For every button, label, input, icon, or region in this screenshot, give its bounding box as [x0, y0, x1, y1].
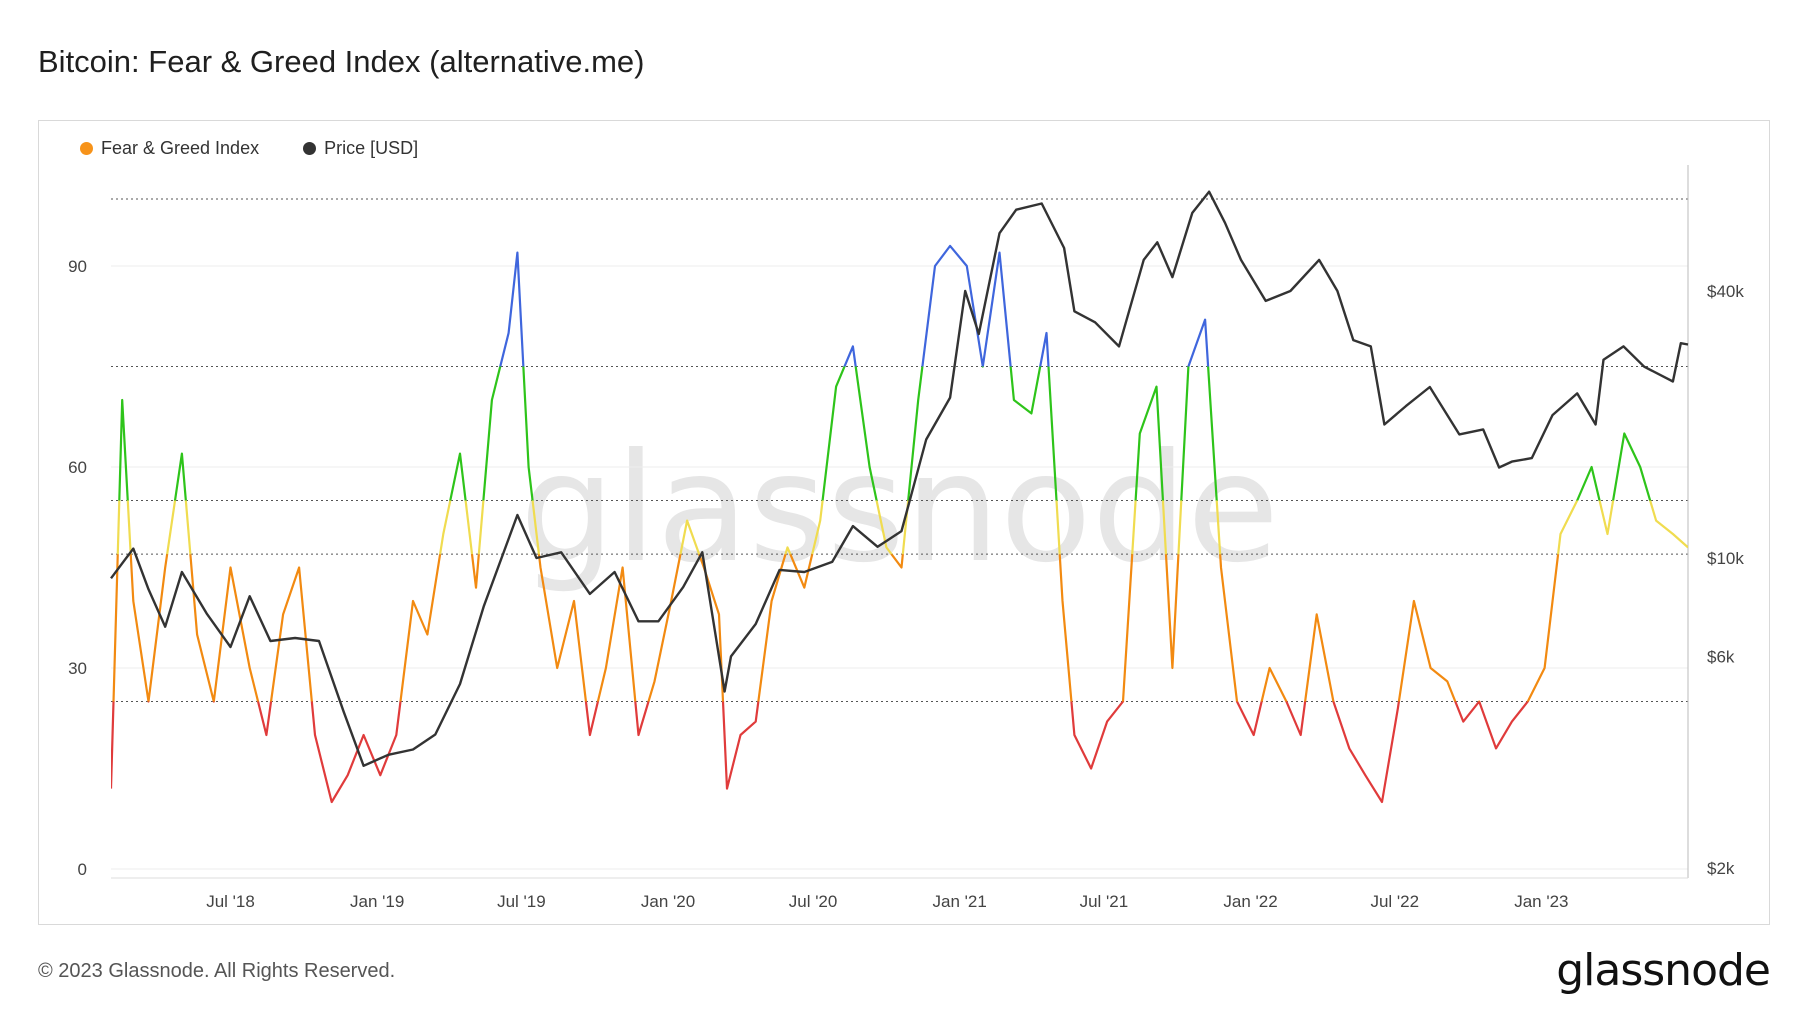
- fear-greed-line-zone: [112, 554, 1560, 702]
- chart-panel: [38, 120, 1770, 925]
- glassnode-logo: glassnode: [1556, 945, 1771, 996]
- x-tick-label: Jul '19: [497, 892, 546, 911]
- price-line: [110, 190, 1689, 767]
- legend-item-price[interactable]: Price [USD]: [303, 138, 418, 159]
- copyright-footer: © 2023 Glassnode. All Rights Reserved.: [38, 960, 396, 982]
- legend-label: Fear & Greed Index: [101, 138, 260, 158]
- y-right-tick-label: $2k: [1707, 859, 1735, 878]
- x-tick-label: Jan '20: [641, 892, 695, 911]
- y-left-tick-label: 90: [68, 257, 87, 276]
- legend: Fear & Greed Index Price [USD]: [80, 138, 418, 159]
- x-tick-label: Jul '20: [789, 892, 838, 911]
- y-right-tick-label: $6k: [1707, 647, 1735, 666]
- legend-dot-black: [303, 142, 317, 155]
- y-left-tick-label: 60: [68, 458, 87, 477]
- x-tick-label: Jan '23: [1514, 892, 1568, 911]
- legend-label: Price [USD]: [324, 138, 419, 158]
- chart-title: Bitcoin: Fear & Greed Index (alternative…: [38, 44, 645, 79]
- fear-greed-line-zone: [116, 500, 1688, 555]
- x-tick-label: Jul '21: [1080, 892, 1129, 911]
- legend-dot-orange: [80, 142, 93, 155]
- x-tick-label: Jul '22: [1370, 892, 1419, 911]
- x-tick-label: Jan '22: [1223, 892, 1277, 911]
- watermark-text: glassnode: [520, 422, 1279, 596]
- y-right-tick-label: $10k: [1707, 549, 1744, 568]
- y-left-tick-label: 0: [78, 860, 87, 879]
- legend-item-fear-greed[interactable]: Fear & Greed Index: [80, 138, 259, 159]
- y-right-tick-label: $40k: [1707, 282, 1744, 301]
- x-tick-label: Jan '21: [933, 892, 987, 911]
- x-tick-label: Jul '18: [206, 892, 255, 911]
- x-tick-label: Jan '19: [350, 892, 404, 911]
- y-left-tick-label: 30: [68, 659, 87, 678]
